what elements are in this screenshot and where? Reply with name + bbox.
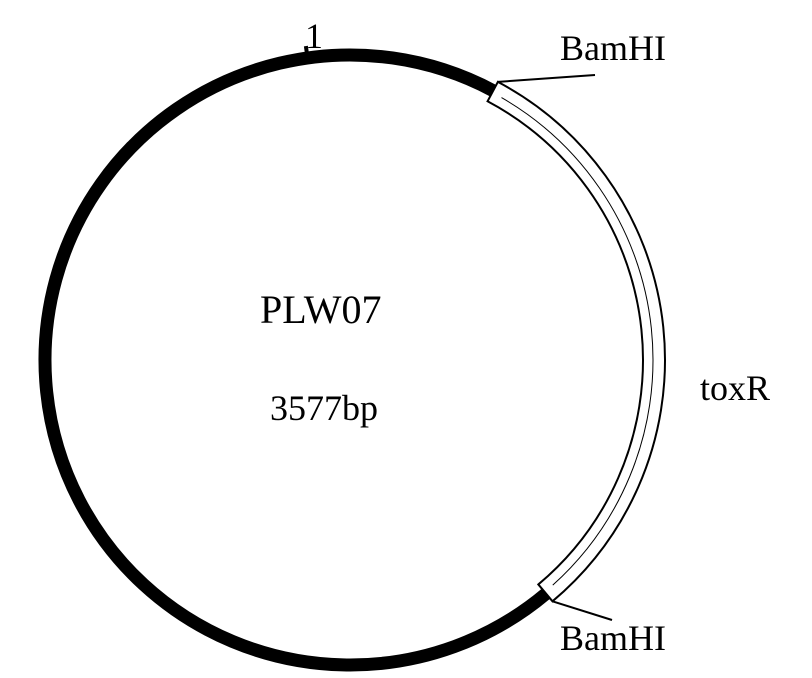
origin-tick-label: 1 (305, 18, 323, 54)
feature-toxR-band (488, 82, 665, 601)
plasmid-backbone (45, 55, 546, 665)
enzyme-top-label: BamHI (560, 30, 666, 66)
leader-line-top (498, 75, 595, 82)
plasmid-name-label: PLW07 (260, 290, 381, 330)
feature-toxR-label: toxR (700, 370, 770, 406)
enzyme-bottom-label: BamHI (560, 620, 666, 656)
plasmid-size-label: 3577bp (270, 390, 378, 426)
